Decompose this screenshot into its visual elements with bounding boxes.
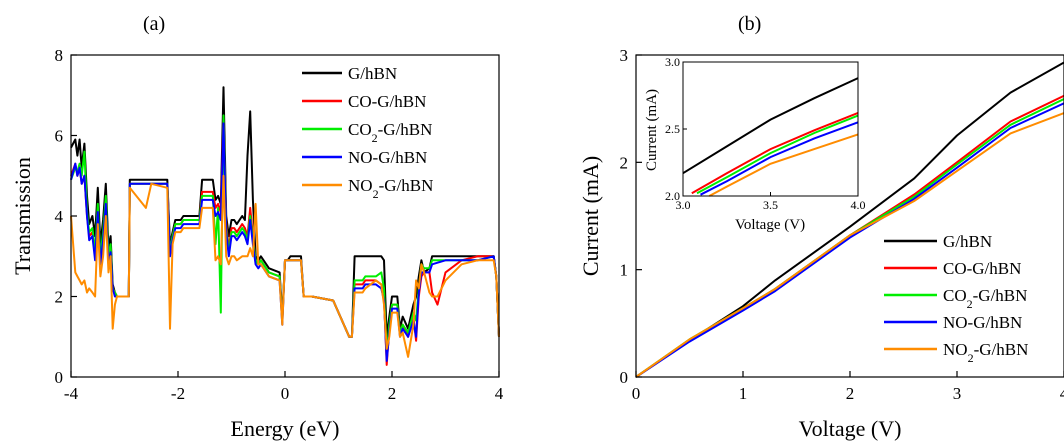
x-tick-label: 4 [495, 384, 504, 403]
panel-b: (b) 0 1 2 3 4 0 1 2 3 Voltage (V) Current (mA) G… [578, 13, 1064, 441]
x-tick-label: 3 [953, 384, 962, 403]
legend-label-g-hbn: G/hBN [348, 64, 397, 83]
series-line-no-g-hbn [635, 112, 1064, 378]
series-line-co-g-hbn [70, 114, 500, 354]
panel-a-ylabel: Transmission [10, 157, 35, 275]
x-tick-label: -4 [64, 384, 79, 403]
y-tick-label: 2 [620, 153, 629, 172]
legend-label-no-g-hbn: NO2-G/hBN [943, 340, 1028, 365]
series-line-g-hbn [70, 86, 500, 338]
inset-y-tick-label: 2.0 [665, 189, 680, 203]
inset-ylabel: Current (mA) [644, 89, 660, 171]
inset-series-line-1 [682, 77, 859, 175]
legend-label-g-hbn: G/hBN [943, 232, 992, 251]
inset-series-line-2 [691, 111, 859, 195]
inset-x-tick-label: 4.0 [851, 198, 866, 212]
panel-a: (a) -4 -2 0 2 4 0 2 4 6 8 Energy (eV) Transmissio… [10, 13, 504, 441]
panel-b-ticks: 0 1 2 3 4 0 1 2 3 [620, 46, 1064, 403]
x-tick-label: 4 [1060, 384, 1064, 403]
y-tick-label: 1 [620, 261, 629, 280]
y-tick-label: 3 [620, 46, 629, 65]
x-tick-label: 2 [388, 384, 397, 403]
legend-label-co-g-hbn: CO2-G/hBN [943, 286, 1027, 311]
panel-a-xlabel: Energy (eV) [231, 416, 340, 441]
series-line-no-g-hbn [635, 102, 1064, 378]
x-tick-label: 0 [281, 384, 290, 403]
inset-background [683, 62, 858, 196]
x-tick-label: 0 [632, 384, 641, 403]
y-tick-label: 4 [55, 207, 64, 226]
series-line-co-g-hbn [70, 118, 500, 366]
inset-x-tick-label: 3.5 [763, 198, 778, 212]
legend-label-no-g-hbn: NO-G/hBN [943, 313, 1022, 332]
x-tick-label: -2 [171, 384, 185, 403]
legend-label-co-g-hbn: CO2-G/hBN [348, 120, 432, 145]
panel-a-label: (a) [143, 13, 165, 35]
inset-x-tick-label: 3.0 [676, 198, 691, 212]
series-line-no-g-hbn [70, 122, 500, 362]
inset-y-tick-label: 3.0 [665, 55, 680, 69]
inset-series-line-3 [696, 114, 859, 195]
series-line-no-g-hbn [70, 174, 500, 358]
panel-b-xlabel: Voltage (V) [799, 416, 902, 441]
x-tick-label: 1 [739, 384, 748, 403]
panel-a-plot-area [70, 86, 500, 366]
y-tick-label: 6 [55, 127, 64, 146]
panel-b-inset: 3.0 3.5 4.0 2.0 2.5 3.0 Voltage (V) Current (… [644, 55, 866, 233]
inset-y-tick-label: 2.5 [665, 122, 680, 136]
legend-label-no-g-hbn: NO-G/hBN [348, 148, 427, 167]
inset-ticks: 3.0 3.5 4.0 2.0 2.5 3.0 [665, 55, 866, 212]
panel-a-ticks: -4 -2 0 2 4 0 2 4 6 8 [55, 46, 504, 403]
panel-b-ylabel: Current (mA) [578, 156, 603, 276]
panel-a-frame [70, 54, 500, 378]
legend-label-co-g-hbn: CO-G/hBN [348, 92, 426, 111]
inset-xlabel: Voltage (V) [735, 217, 805, 233]
panel-a-legend: G/hBN CO-G/hBN CO2-G/hBN NO-G/hBN NO2-G/hBN [302, 64, 433, 201]
panel-b-plot-area [635, 61, 1064, 378]
inset-series-line-5 [708, 133, 859, 197]
legend-label-co-g-hbn: CO-G/hBN [943, 259, 1021, 278]
y-tick-label: 0 [620, 368, 629, 387]
inset-plot-area [682, 77, 859, 197]
y-tick-label: 0 [55, 368, 64, 387]
y-tick-label: 8 [55, 46, 64, 65]
panel-b-legend: G/hBN CO-G/hBN CO2-G/hBN NO-G/hBN NO2-G/hBN [884, 232, 1028, 365]
inset-series-line-4 [700, 121, 859, 196]
panel-b-label: (b) [738, 13, 761, 35]
x-tick-label: 2 [846, 384, 855, 403]
legend-label-no-g-hbn: NO2-G/hBN [348, 176, 433, 201]
y-tick-label: 2 [55, 288, 64, 307]
